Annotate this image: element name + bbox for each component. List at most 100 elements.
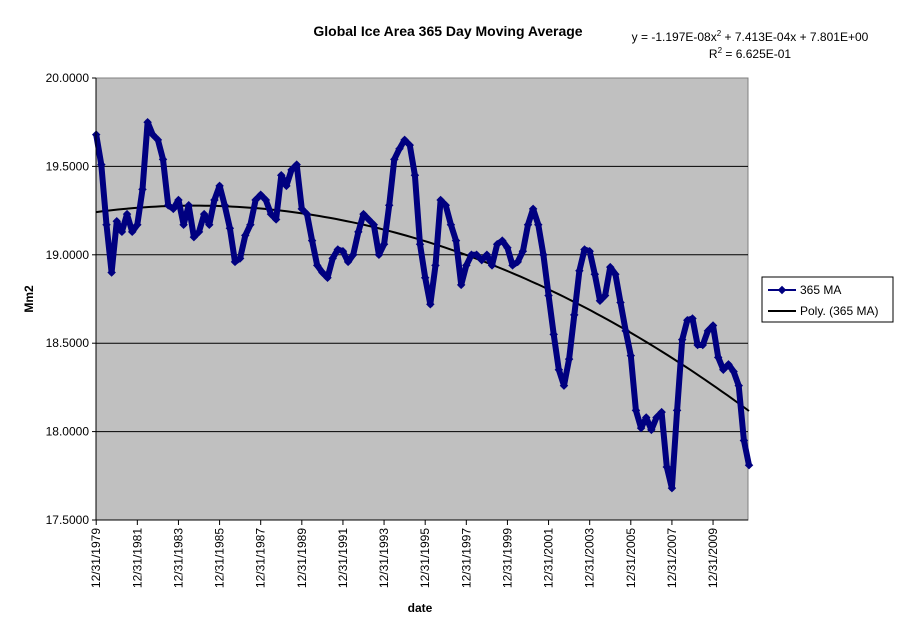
data-point: [97, 160, 106, 169]
data-point: [318, 268, 327, 277]
data-point: [698, 340, 708, 350]
data-point: [210, 195, 219, 205]
data-point: [158, 155, 168, 164]
data-point: [390, 155, 399, 164]
data-point: [451, 236, 461, 245]
data-point: [384, 201, 394, 210]
data-point: [657, 407, 666, 417]
data-point: [600, 291, 610, 300]
legend: 365 MA Poly. (365 MA): [761, 276, 894, 323]
x-tick-label: 12/31/1993: [377, 528, 391, 588]
data-point: [492, 239, 502, 249]
x-tick-label: 12/31/2005: [624, 528, 638, 588]
data-point: [590, 270, 600, 279]
data-point: [436, 195, 445, 205]
data-point: [647, 425, 656, 435]
data-point: [544, 291, 553, 300]
x-tick-label: 12/31/1985: [213, 528, 227, 588]
data-point: [194, 227, 204, 237]
data-point: [107, 268, 116, 277]
data-point: [729, 367, 738, 376]
x-tick-label: 12/31/1995: [418, 528, 432, 588]
data-point: [472, 250, 481, 260]
y-tick-label: 19.5000: [46, 159, 90, 173]
data-point: [184, 201, 193, 210]
data-point: [102, 220, 111, 229]
data-point: [271, 215, 281, 224]
x-tick-label: 12/31/1997: [459, 528, 473, 588]
data-point: [498, 236, 507, 245]
x-tick-label: 12/31/2007: [665, 528, 679, 588]
data-point: [662, 462, 672, 472]
data-point: [354, 227, 363, 237]
data-point: [570, 310, 579, 320]
data-point: [734, 381, 743, 390]
data-point: [230, 257, 240, 267]
data-point: [426, 300, 435, 309]
data-point: [688, 314, 697, 323]
y-tick-label: 19.0000: [46, 248, 90, 262]
data-point: [554, 365, 564, 374]
x-tick-label: 12/31/1999: [500, 528, 514, 588]
data-point: [364, 215, 373, 224]
data-point: [677, 335, 687, 344]
data-point: [575, 266, 584, 275]
data-point: [205, 220, 214, 229]
data-point: [338, 247, 348, 256]
data-point: [405, 140, 415, 150]
data-point: [703, 326, 713, 336]
data-point: [127, 227, 137, 237]
plot-area: [95, 77, 749, 521]
data-point: [724, 360, 733, 369]
y-tick-label: 18.5000: [46, 336, 90, 350]
data-point: [441, 201, 450, 210]
data-point: [292, 160, 301, 169]
data-point: [369, 220, 379, 229]
data-point: [153, 135, 163, 145]
data-point: [446, 220, 456, 229]
data-point: [395, 144, 404, 153]
y-tick-label: 20.0000: [46, 71, 90, 85]
data-point: [482, 250, 492, 260]
x-tick-label: 12/31/2003: [583, 528, 597, 588]
data-point: [667, 483, 677, 493]
data-point: [611, 270, 620, 279]
data-point: [328, 254, 337, 263]
legend-label-365-ma: 365 MA: [800, 283, 841, 297]
data-point: [323, 273, 332, 283]
data-point: [122, 209, 132, 219]
legend-marker-diamond-icon: [777, 285, 787, 295]
y-tick-label: 18.0000: [46, 425, 90, 439]
y-axis-label: Mm2: [22, 285, 36, 313]
data-point: [636, 423, 646, 433]
data-point: [744, 460, 754, 470]
data-point: [379, 239, 389, 249]
data-point: [266, 209, 276, 219]
data-point: [163, 201, 173, 210]
data-point: [261, 195, 271, 205]
data-point: [616, 298, 625, 307]
data-point: [467, 250, 476, 260]
data-point: [400, 135, 409, 145]
data-point: [282, 181, 291, 191]
data-point: [431, 261, 440, 270]
data-point: [256, 190, 265, 199]
data-point: [410, 170, 420, 180]
data-point: [241, 231, 250, 240]
data-point: [513, 257, 522, 267]
data-point: [641, 413, 651, 422]
data-point: [564, 354, 574, 364]
data-point: [117, 227, 127, 237]
x-tick-label: 12/31/1983: [171, 528, 185, 588]
x-tick-label: 12/31/1981: [130, 528, 144, 588]
trend-equation: y = -1.197E-08x2 + 7.413E-04x + 7.801E+0…: [632, 29, 869, 44]
data-point: [199, 209, 209, 219]
data-point: [605, 262, 615, 272]
data-point: [456, 280, 466, 290]
data-point: [503, 243, 512, 252]
chart-title: Global Ice Area 365 Day Moving Average: [313, 23, 582, 39]
x-tick-label: 12/31/1979: [89, 528, 103, 588]
data-point: [739, 436, 749, 445]
data-point: [343, 257, 353, 267]
